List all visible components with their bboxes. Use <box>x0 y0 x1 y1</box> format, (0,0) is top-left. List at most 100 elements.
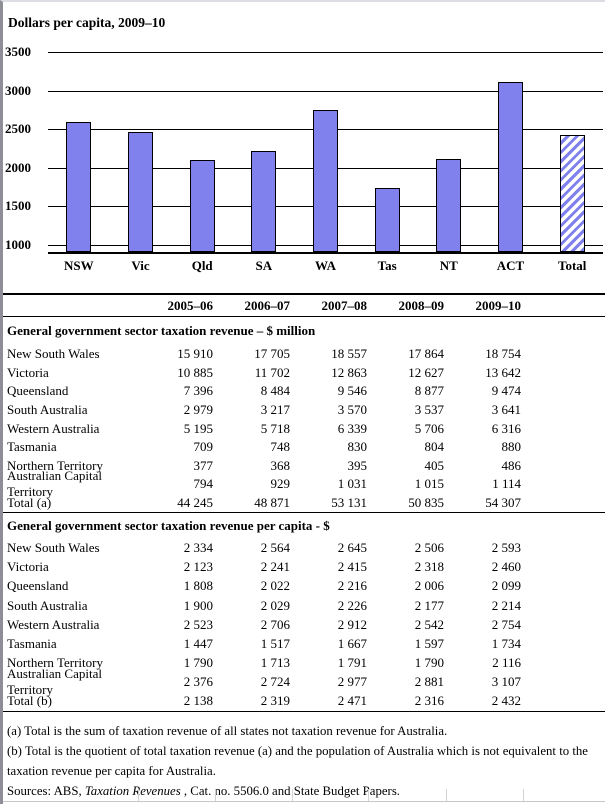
row-label: New South Wales <box>7 539 100 555</box>
table-row: Tasmania 709 748 830 804 880 <box>3 438 605 457</box>
chart-title: Dollars per capita, 2009–10 <box>8 15 166 30</box>
cell-value: 2 593 <box>491 539 521 555</box>
cell-border-vertical <box>368 789 369 802</box>
row-label: Northern Territory <box>7 655 103 671</box>
cell-border-vertical <box>523 789 524 802</box>
row-label: Queensland <box>7 578 69 594</box>
row-label: Victoria <box>7 364 49 380</box>
table-row: New South Wales 2 334 2 564 2 645 2 506 2 593 <box>3 538 605 557</box>
x-axis-label-total: Total <box>557 258 587 273</box>
cell-value: 8 877 <box>414 383 444 399</box>
cell-value: 2 912 <box>337 616 367 632</box>
cell-value: 2 754 <box>491 616 521 632</box>
cell-value: 2 138 <box>183 693 213 709</box>
cell-value: 54 307 <box>485 495 521 511</box>
x-axis-label-sa: SA <box>255 258 273 273</box>
cell-value: 2 523 <box>183 616 213 632</box>
cell-value: 2 099 <box>491 578 521 594</box>
row-label: New South Wales <box>7 346 100 362</box>
cell-value: 2 006 <box>414 578 444 594</box>
y-axis-label-2500: 2500 <box>5 121 31 137</box>
table-row: Total (a) 44 245 48 871 53 131 50 835 54 307 <box>3 494 605 513</box>
footnote-b: (b) Total is the quotient of total taxat… <box>7 744 588 779</box>
cell-value: 2 460 <box>491 559 521 575</box>
section-title: General government sector taxation reven… <box>7 323 316 338</box>
row-label: Total (a) <box>7 495 52 511</box>
cell-value: 9 474 <box>491 383 521 399</box>
y-axis-label-3000: 3000 <box>5 82 31 98</box>
cell-value: 395 <box>347 457 368 473</box>
tax-per-capita-bar-chart: Dollars per capita, 2009–10 1000 1500 2000… <box>3 2 605 293</box>
cell-value: 1 790 <box>414 655 444 671</box>
cell-value: 2 022 <box>260 578 290 594</box>
cell-border-vertical <box>446 789 447 802</box>
bar-act <box>498 82 523 252</box>
cell-value: 48 871 <box>254 495 290 511</box>
cell-value: 2 214 <box>491 597 521 613</box>
cell-value: 2 471 <box>337 693 367 709</box>
cell-value: 12 863 <box>331 364 367 380</box>
cell-value: 2 564 <box>260 539 290 555</box>
cell-value: 44 245 <box>177 495 213 511</box>
cell-value: 11 702 <box>254 364 290 380</box>
bar-tas <box>374 188 400 252</box>
table-row: Tasmania 1 447 1 517 1 667 1 597 1 734 <box>3 634 605 653</box>
cell-value: 7 396 <box>183 383 213 399</box>
cell-value: 2 216 <box>337 578 367 594</box>
bar-wa <box>313 109 338 252</box>
x-axis-label-qld: Qld <box>191 258 213 273</box>
cell-value: 15 910 <box>177 346 213 362</box>
cell-value: 18 557 <box>331 346 367 362</box>
cell-value: 1 713 <box>260 655 290 671</box>
cell-value: 1 015 <box>414 476 444 492</box>
y-axis-label-1000: 1000 <box>5 237 31 253</box>
table-row: Northern Territory 1 790 1 713 1 791 1 790 2 … <box>3 653 605 672</box>
cell-value: 2 881 <box>414 674 444 690</box>
cell-border-vertical <box>215 789 216 802</box>
table-row: Victoria 10 885 11 702 12 863 12 627 13 642 <box>3 364 605 383</box>
cell-value: 830 <box>347 439 368 455</box>
row-label: Western Australia <box>7 420 100 436</box>
cell-value: 2 318 <box>414 559 444 575</box>
cell-value: 17 864 <box>408 346 444 362</box>
cell-value: 3 570 <box>337 402 367 418</box>
cell-border-horizontal <box>3 801 605 802</box>
cell-value: 1 790 <box>183 655 213 671</box>
row-label: Tasmania <box>7 635 57 651</box>
cell-value: 1 114 <box>492 476 521 492</box>
row-label: Australian Capital Territory <box>7 666 102 698</box>
sources-line: Sources: ABS, Taxation Revenues , Cat. n… <box>7 781 599 801</box>
cell-value: 6 316 <box>491 420 521 436</box>
table-row: South Australia 2 979 3 217 3 570 3 537 3 641 <box>3 401 605 420</box>
cell-value: 1 808 <box>183 578 213 594</box>
cell-value: 10 885 <box>177 364 213 380</box>
table-row: Australian Capital Territory 794 929 1 031 1… <box>3 468 605 499</box>
y-axis-label-3500: 3500 <box>5 44 31 59</box>
cell-value: 804 <box>424 439 445 455</box>
cell-value: 13 642 <box>485 364 521 380</box>
cell-border-vertical <box>138 789 139 802</box>
cell-value: 1 447 <box>183 635 213 651</box>
footnote-a: (a) Total is the sum of taxation revenue… <box>7 724 448 739</box>
table-row: Queensland 7 396 8 484 9 546 8 877 9 474 <box>3 382 605 401</box>
cell-border-vertical <box>292 789 293 802</box>
cell-value: 8 484 <box>260 383 290 399</box>
cell-value: 2 977 <box>337 674 367 690</box>
row-label: Queensland <box>7 383 69 399</box>
x-axis-label-nsw: NSW <box>63 258 94 273</box>
row-label: Tasmania <box>7 439 57 455</box>
cell-value: 5 195 <box>183 420 213 436</box>
x-axis-line <box>48 252 603 254</box>
bar-nt <box>436 158 462 252</box>
footnotes: (a) Total is the sum of taxation revenue… <box>3 711 605 801</box>
cell-value: 2 376 <box>183 674 213 690</box>
cell-value: 2 506 <box>414 539 444 555</box>
cell-value: 1 667 <box>337 635 367 651</box>
row-label: South Australia <box>7 597 88 613</box>
bar-qld <box>189 160 215 252</box>
table-row: Northern Territory 377 368 395 405 486 <box>3 457 605 476</box>
cell-value: 18 754 <box>485 346 521 362</box>
cell-value: 405 <box>424 457 445 473</box>
table-row: Queensland 1 808 2 022 2 216 2 006 2 099 <box>3 577 605 596</box>
x-axis-label-wa: WA <box>315 258 336 273</box>
